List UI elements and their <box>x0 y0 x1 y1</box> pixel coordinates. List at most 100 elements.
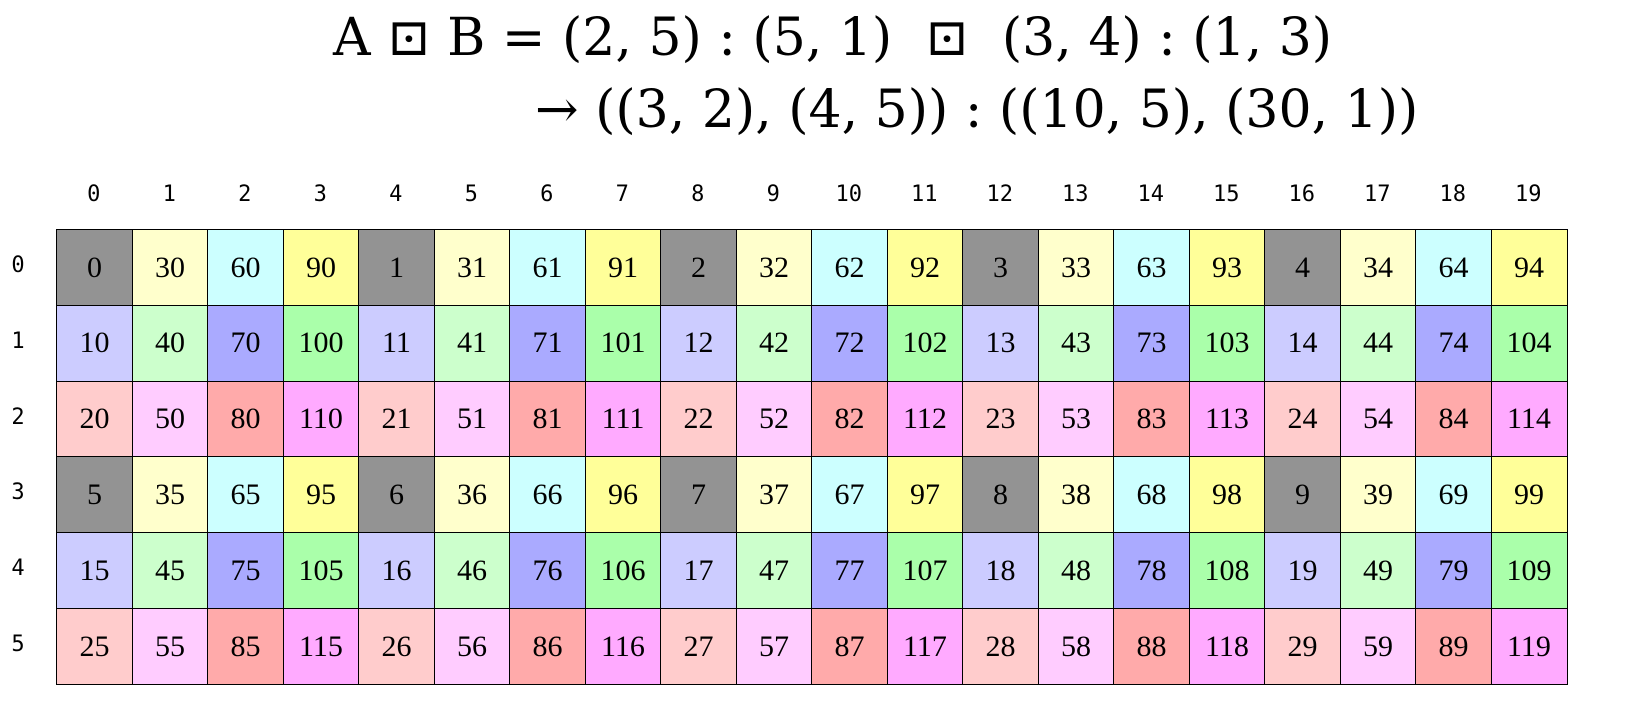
grid-cell: 112 <box>886 380 964 458</box>
grid-cell: 64 <box>1415 229 1492 307</box>
grid-cell: 103 <box>1188 304 1266 383</box>
grid-cell: 1 <box>358 229 435 307</box>
grid-cell: 82 <box>811 380 888 458</box>
grid-cell: 19 <box>1264 532 1341 610</box>
grid-cell: 40 <box>131 304 209 383</box>
grid-cell: 88 <box>1113 608 1190 686</box>
grid-cell: 26 <box>358 608 435 686</box>
grid-cell: 78 <box>1113 532 1190 610</box>
grid-cell: 71 <box>509 304 586 383</box>
grid-cell: 74 <box>1415 304 1492 383</box>
grid-cell: 107 <box>886 532 964 610</box>
grid-cell: 55 <box>131 608 209 686</box>
grid-cell: 108 <box>1188 532 1266 610</box>
grid-cell: 17 <box>660 532 737 610</box>
column-header: 5 <box>464 182 478 207</box>
grid-cell: 94 <box>1490 229 1568 307</box>
grid-cell: 69 <box>1415 456 1492 534</box>
grid-cell: 48 <box>1037 532 1115 610</box>
row-header: 1 <box>11 328 25 354</box>
grid-cell: 2 <box>660 229 737 307</box>
column-header: 10 <box>835 182 863 207</box>
grid-cell: 72 <box>811 304 888 383</box>
grid-cell: 65 <box>207 456 284 534</box>
grid-cell: 110 <box>282 380 360 458</box>
grid-cell: 20 <box>56 380 133 458</box>
column-header: 2 <box>238 182 252 207</box>
grid-cell: 47 <box>735 532 813 610</box>
grid-cell: 61 <box>509 229 586 307</box>
grid-cell: 118 <box>1188 608 1266 686</box>
grid-cell: 35 <box>131 456 209 534</box>
grid-cell: 84 <box>1415 380 1492 458</box>
grid-cell: 96 <box>584 456 662 534</box>
grid-cell: 32 <box>735 229 813 307</box>
grid-cell: 115 <box>282 608 360 686</box>
grid-cell: 34 <box>1339 229 1417 307</box>
grid-cell: 18 <box>962 532 1039 610</box>
grid-cell: 22 <box>660 380 737 458</box>
grid-cell: 60 <box>207 229 284 307</box>
grid-cell: 77 <box>811 532 888 610</box>
grid-cell: 28 <box>962 608 1039 686</box>
row-header: 2 <box>11 404 25 430</box>
column-header: 4 <box>389 182 403 207</box>
grid-cell: 117 <box>886 608 964 686</box>
column-header: 6 <box>540 182 554 207</box>
grid-cell: 42 <box>735 304 813 383</box>
grid-cell: 51 <box>433 380 511 458</box>
grid-cell: 70 <box>207 304 284 383</box>
row-header: 0 <box>11 252 25 278</box>
grid-cell: 4 <box>1264 229 1341 307</box>
column-header: 14 <box>1137 182 1165 207</box>
grid-cell: 100 <box>282 304 360 383</box>
grid-cell: 13 <box>962 304 1039 383</box>
formula-line-2: → ((3, 2), (4, 5)) : ((10, 5), (30, 1)) <box>535 80 1419 140</box>
grid-cell: 30 <box>131 229 209 307</box>
grid-cell: 56 <box>433 608 511 686</box>
grid-cell: 27 <box>660 608 737 686</box>
grid-cell: 111 <box>584 380 662 458</box>
grid-cell: 66 <box>509 456 586 534</box>
grid-cell: 38 <box>1037 456 1115 534</box>
grid-cell: 33 <box>1037 229 1115 307</box>
row-header: 4 <box>11 556 25 582</box>
grid-cell: 68 <box>1113 456 1190 534</box>
grid-cell: 101 <box>584 304 662 383</box>
grid-cell: 63 <box>1113 229 1190 307</box>
grid-cell: 24 <box>1264 380 1341 458</box>
grid-cell: 105 <box>282 532 360 610</box>
grid-cell: 81 <box>509 380 586 458</box>
row-header: 5 <box>11 631 25 657</box>
grid-cell: 54 <box>1339 380 1417 458</box>
row-header: 3 <box>11 480 25 506</box>
grid-cell: 104 <box>1490 304 1568 383</box>
grid-cell: 25 <box>56 608 133 686</box>
column-header: 9 <box>766 182 780 207</box>
column-header: 12 <box>986 182 1014 207</box>
grid-cell: 119 <box>1490 608 1568 686</box>
grid-cell: 39 <box>1339 456 1417 534</box>
grid-cell: 116 <box>584 608 662 686</box>
grid-cell: 16 <box>358 532 435 610</box>
grid-cell: 50 <box>131 380 209 458</box>
grid-cell: 97 <box>886 456 964 534</box>
grid-cell: 7 <box>660 456 737 534</box>
grid-cell: 46 <box>433 532 511 610</box>
grid-cell: 67 <box>811 456 888 534</box>
grid-cell: 79 <box>1415 532 1492 610</box>
column-header: 18 <box>1439 182 1467 207</box>
grid-cell: 43 <box>1037 304 1115 383</box>
column-header: 11 <box>911 182 938 207</box>
grid-cell: 76 <box>509 532 586 610</box>
grid-cell: 58 <box>1037 608 1115 686</box>
grid-cell: 95 <box>282 456 360 534</box>
grid-cell: 12 <box>660 304 737 383</box>
column-header: 15 <box>1213 182 1240 207</box>
column-header: 7 <box>615 182 629 207</box>
grid-cell: 114 <box>1490 380 1568 458</box>
grid-cell: 85 <box>207 608 284 686</box>
grid-cell: 5 <box>56 456 133 534</box>
grid-cell: 29 <box>1264 608 1341 686</box>
column-header: 1 <box>162 182 176 207</box>
